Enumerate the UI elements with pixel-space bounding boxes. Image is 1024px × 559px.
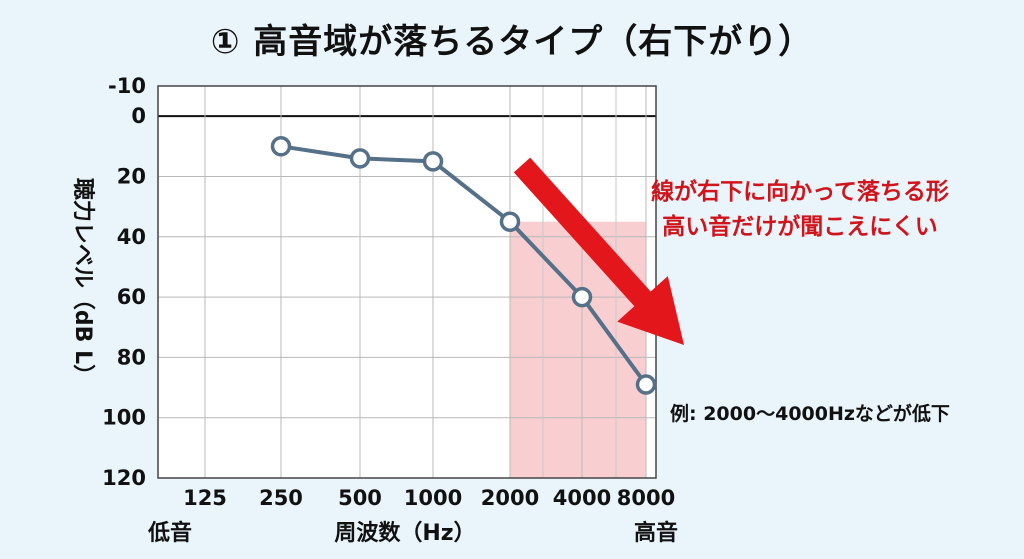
y-axis-label: 聴力レベル（dB L）: [70, 178, 95, 386]
y-tick-label: 20: [117, 164, 146, 188]
y-tick-label: 120: [102, 466, 146, 490]
y-tick-label: 100: [102, 406, 146, 430]
chart-title: ① 高音域が落ちるタイプ（右下がり）: [210, 22, 814, 62]
data-point: [571, 286, 593, 308]
x-high-label: 高音: [634, 520, 678, 546]
x-tick-label: 125: [183, 486, 227, 510]
x-axis-label: 周波数（Hz）: [334, 520, 475, 546]
x-tick-label: 2000: [481, 486, 539, 510]
red-arrow: [513, 157, 685, 346]
x-tick-label: 8000: [617, 486, 675, 510]
annotation-line: 線が右下に向かって落ちる形: [651, 178, 949, 205]
red-arrow-shape: [513, 157, 685, 346]
data-point: [270, 136, 292, 157]
y-tick-label: 80: [117, 345, 146, 369]
data-point: [635, 374, 657, 395]
x-low-label: 低音: [147, 520, 192, 546]
x-tick-label: 1000: [404, 486, 462, 510]
y-tick-label: 0: [131, 104, 146, 128]
axis-layer: -10 0 20 40 60 80 100 120 125 250 500 1000 2000 4000 8…: [102, 74, 675, 510]
data-point: [422, 151, 444, 172]
x-tick-label: 4000: [553, 486, 611, 510]
x-tick-label: 250: [259, 486, 303, 510]
x-tick-label: 500: [338, 486, 382, 510]
highlight-layer: [158, 86, 656, 478]
plot-frame: [157, 85, 657, 479]
example-note: 例: 2000〜4000Hzなどが低下: [670, 402, 950, 425]
y-tick-label: 60: [117, 285, 146, 309]
label-layer: 周波数（Hz） 低音 高音 聴力レベル（dB L）: [70, 178, 678, 546]
y-tick-label: 40: [117, 225, 146, 249]
highlight-band: [510, 221, 646, 478]
series-line: [280, 144, 648, 386]
data-point: [499, 211, 521, 232]
annotation-line: 高い音だけが聞こえにくい: [662, 213, 938, 240]
data-point: [349, 148, 371, 169]
y-tick-label: -10: [108, 74, 146, 98]
series-layer: [270, 136, 657, 395]
